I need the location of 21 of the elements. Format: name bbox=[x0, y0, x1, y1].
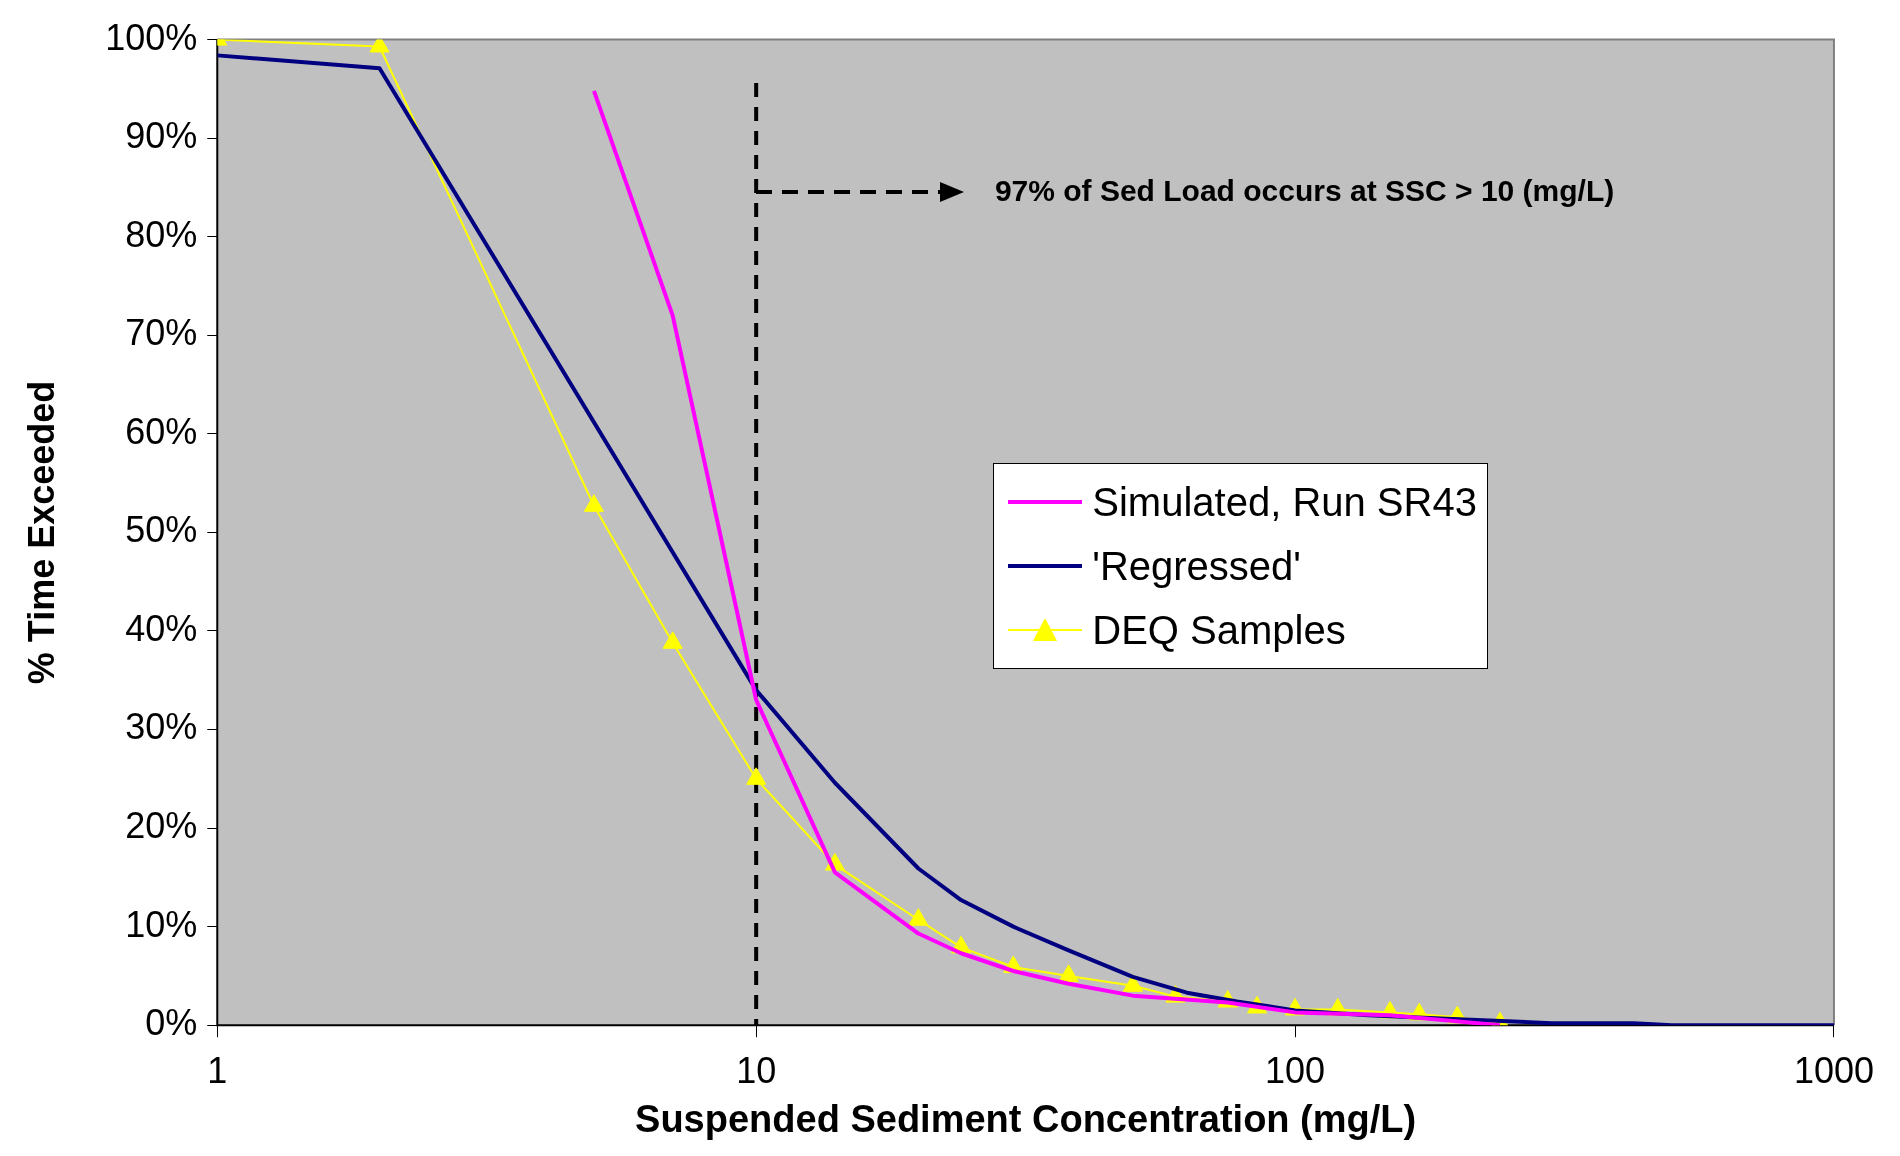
x-tick-label: 1000 bbox=[1793, 1049, 1874, 1091]
x-tick-label: 10 bbox=[736, 1049, 777, 1091]
y-tick-label: 20% bbox=[125, 805, 198, 846]
legend-label: DEQ Samples bbox=[1092, 607, 1346, 655]
y-tick-label: 40% bbox=[125, 607, 198, 649]
y-tick-label: 80% bbox=[125, 213, 198, 255]
y-tick-label: 90% bbox=[125, 115, 198, 157]
y-axis-title: % Time Exceeded bbox=[20, 380, 62, 685]
annotation: 97% of Sed Load occurs at SSC > 10 (mg/L) bbox=[994, 173, 1615, 207]
legend-label: Simulated, Run SR43 bbox=[1092, 479, 1477, 527]
y-tick-label: 30% bbox=[125, 706, 198, 748]
y-tick-label: 10% bbox=[125, 903, 198, 945]
y-tick-label: 70% bbox=[125, 312, 198, 354]
x-tick-label: 1 bbox=[207, 1049, 228, 1091]
legend-label: 'Regressed' bbox=[1092, 543, 1301, 591]
y-tick-label: 100% bbox=[105, 16, 198, 58]
x-axis-title: Suspended Sediment Concentration (mg/L) bbox=[635, 1097, 1417, 1140]
x-tick-label: 100 bbox=[1265, 1049, 1326, 1091]
y-tick-label: 60% bbox=[125, 410, 198, 452]
y-tick-label: 0% bbox=[145, 1002, 198, 1044]
y-tick-label: 50% bbox=[125, 509, 198, 551]
